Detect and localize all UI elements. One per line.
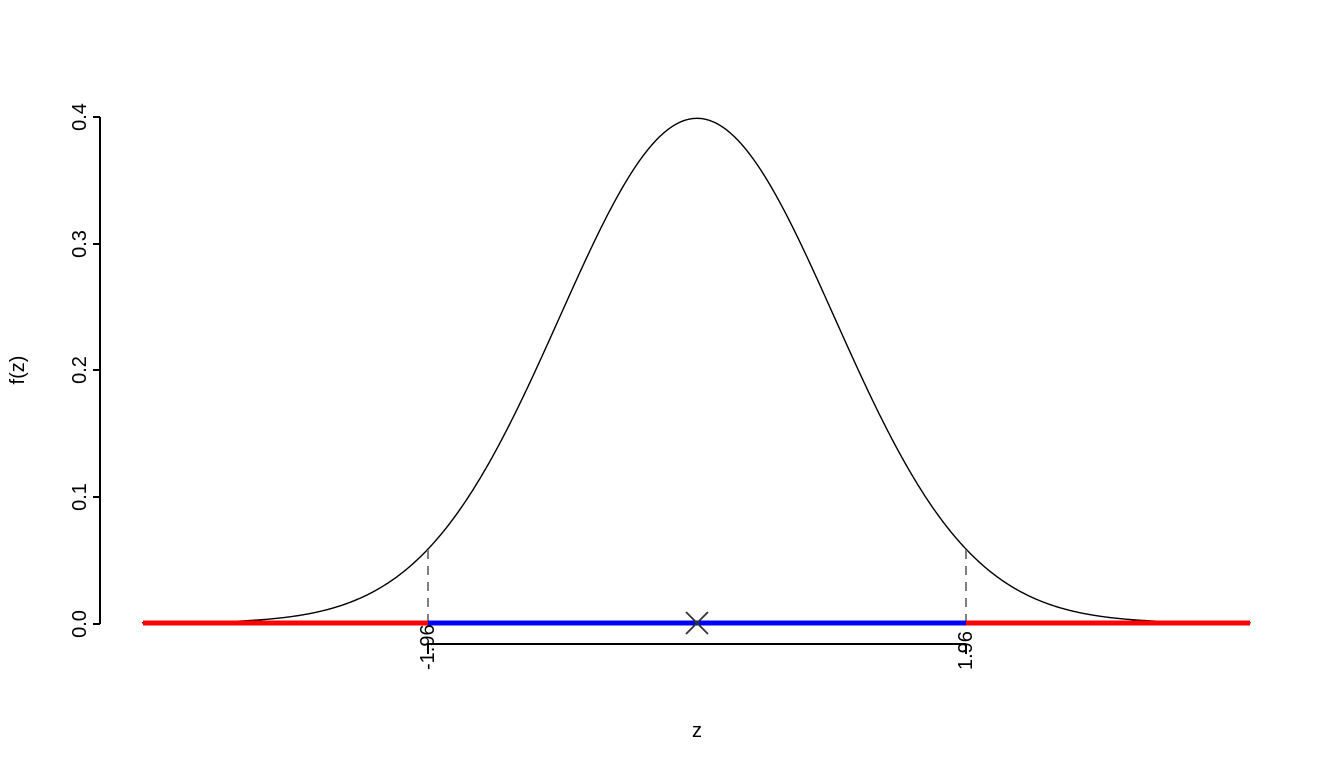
marker-stroke-b	[685, 611, 709, 635]
point-estimate-marker	[685, 611, 709, 635]
y-axis-title: f(z)	[7, 356, 29, 385]
x-tick-label-high: 1.96	[955, 631, 977, 670]
density-curve	[141, 117, 1251, 624]
y-tick-label-2: 0.2	[69, 356, 91, 384]
y-axis: 0.0 0.1 0.2 0.3 0.4 f(z)	[7, 103, 101, 638]
x-axis-title: z	[692, 720, 702, 742]
x-axis: -1.96 1.96 z	[417, 624, 977, 742]
y-tick-label-1: 0.1	[69, 483, 91, 511]
x-tick-label-low: -1.96	[417, 624, 439, 670]
y-tick-label-3: 0.3	[69, 230, 91, 258]
y-tick-label-0: 0.0	[69, 610, 91, 638]
y-tick-label-4: 0.4	[69, 103, 91, 131]
